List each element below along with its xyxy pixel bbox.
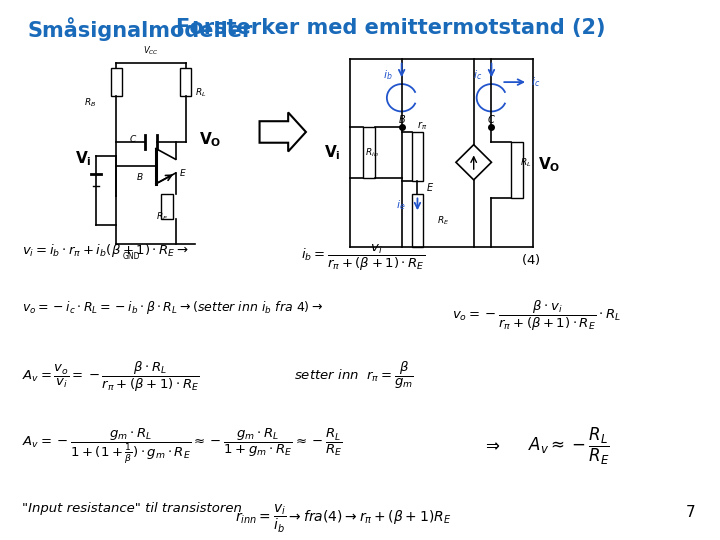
Text: $setter\ inn\ \ r_\pi = \dfrac{\beta}{g_m}$: $setter\ inn\ \ r_\pi = \dfrac{\beta}{g_…: [294, 360, 414, 391]
Text: $v_i = i_b \cdot r_\pi + i_b(\beta+1) \cdot R_E \rightarrow$: $v_i = i_b \cdot r_\pi + i_b(\beta+1) \c…: [22, 242, 189, 259]
Text: $R_L$: $R_L$: [520, 156, 531, 168]
Text: $\mathbf{V_O}$: $\mathbf{V_O}$: [538, 155, 560, 173]
Text: $R_B$: $R_B$: [84, 97, 96, 109]
Text: $\mathbf{V_i}$: $\mathbf{V_i}$: [324, 143, 341, 162]
Text: GND: GND: [122, 252, 140, 261]
Text: $v_o = -\dfrac{\beta \cdot v_i}{r_\pi + (\beta+1) \cdot R_E} \cdot R_L$: $v_o = -\dfrac{\beta \cdot v_i}{r_\pi + …: [452, 299, 621, 333]
Text: $R_L$: $R_L$: [195, 86, 207, 99]
Text: $i_c$: $i_c$: [473, 69, 482, 82]
Text: $R_E$: $R_E$: [156, 211, 168, 223]
Text: $B$: $B$: [136, 171, 144, 182]
Bar: [111, 69, 122, 96]
Bar: [412, 193, 423, 247]
Text: Forsterker med emittermotstand (2): Forsterker med emittermotstand (2): [176, 18, 606, 38]
Polygon shape: [259, 112, 306, 152]
Bar: [511, 141, 523, 198]
Text: $R_{in}$: $R_{in}$: [365, 146, 379, 159]
Bar: [161, 193, 173, 219]
Text: $r_{\pi}$: $r_{\pi}$: [418, 119, 428, 132]
Text: $A_v = -\dfrac{g_m \cdot R_L}{1+(1+\frac{1}{\beta}) \cdot g_m \cdot R_E} \approx: $A_v = -\dfrac{g_m \cdot R_L}{1+(1+\frac…: [22, 426, 342, 465]
Text: $A_v = \dfrac{v_o}{v_i} = -\dfrac{\beta \cdot R_L}{r_\pi + (\beta+1) \cdot R_E}$: $A_v = \dfrac{v_o}{v_i} = -\dfrac{\beta …: [22, 360, 199, 394]
Text: $\mathbf{V_O}$: $\mathbf{V_O}$: [199, 131, 222, 149]
Text: $i_b = \dfrac{v_i}{r_\pi + (\beta+1) \cdot R_E}$: $i_b = \dfrac{v_i}{r_\pi + (\beta+1) \cd…: [301, 242, 425, 273]
Text: $R_E$: $R_E$: [437, 215, 449, 227]
Text: 7: 7: [686, 505, 696, 520]
Text: $E$: $E$: [426, 181, 434, 193]
Text: $i_b$: $i_b$: [383, 69, 393, 82]
Text: $r_{inn} = \dfrac{v_i}{i_b} \rightarrow fra(4) \rightarrow r_\pi + (\beta+1)R_E$: $r_{inn} = \dfrac{v_i}{i_b} \rightarrow …: [235, 502, 451, 535]
Text: $\mathbf{V_i}$: $\mathbf{V_i}$: [75, 149, 91, 168]
Text: $v_o = -i_c \cdot R_L = -i_b \cdot \beta \cdot R_L \rightarrow (setter\ inn\ i_b: $v_o = -i_c \cdot R_L = -i_b \cdot \beta…: [22, 299, 323, 316]
Text: $B$: $B$: [397, 113, 405, 125]
Text: $C$: $C$: [129, 133, 138, 144]
Text: Småsignalmodeller: Småsignalmodeller: [27, 18, 253, 42]
Text: $E$: $E$: [179, 166, 186, 178]
Bar: [412, 132, 423, 181]
Text: $C$: $C$: [487, 113, 496, 125]
Bar: [363, 127, 375, 178]
Text: $A_v \approx -\dfrac{R_L}{R_E}$: $A_v \approx -\dfrac{R_L}{R_E}$: [528, 426, 610, 468]
Text: $i_e$: $i_e$: [396, 198, 405, 212]
Text: $i_c$: $i_c$: [531, 75, 540, 89]
Text: $\Rightarrow$: $\Rightarrow$: [482, 436, 500, 454]
Text: $V_{CC}$: $V_{CC}$: [143, 44, 159, 57]
Bar: [179, 69, 192, 96]
Text: $(4)$: $(4)$: [521, 252, 541, 267]
Text: "Input resistance" til transistoren: "Input resistance" til transistoren: [22, 502, 242, 516]
